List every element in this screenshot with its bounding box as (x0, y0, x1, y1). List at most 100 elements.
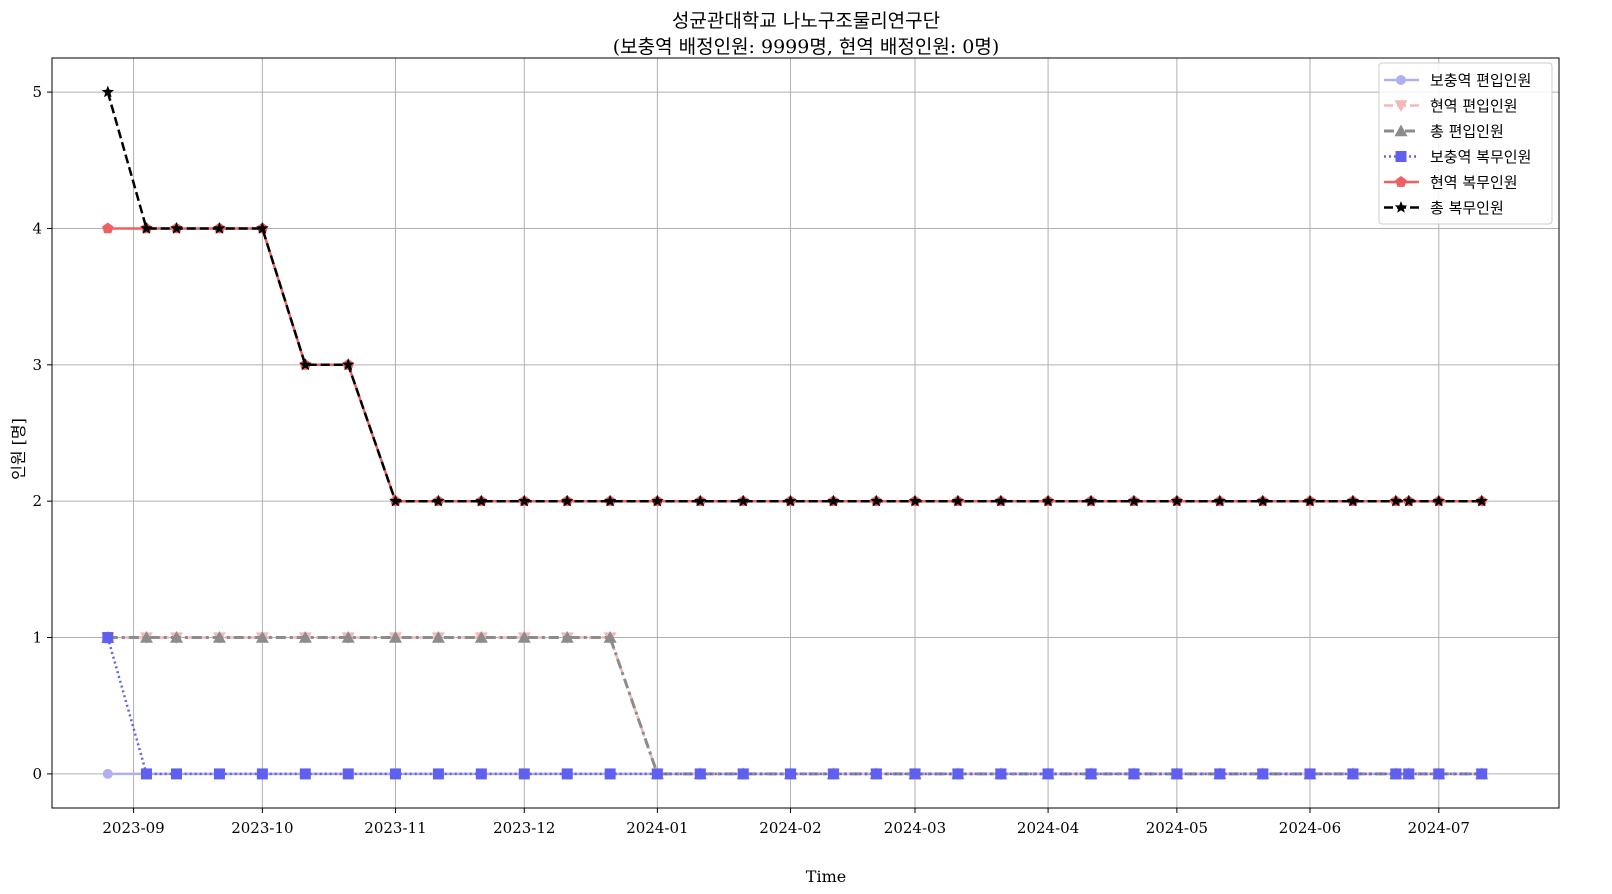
data-point (170, 631, 184, 643)
data-point (604, 494, 617, 507)
chart-title: 성균관대학교 나노구조물리연구단 (672, 10, 940, 32)
legend-label: 총 복무인원 (1430, 199, 1504, 217)
legend-item: 보충역 복무인원 (1384, 148, 1531, 166)
data-point (1475, 494, 1488, 507)
data-point (389, 494, 402, 507)
data-point (951, 494, 965, 507)
data-point (298, 631, 312, 643)
legend-marker (1394, 201, 1408, 213)
x-tick-label: 2023-10 (231, 819, 293, 837)
data-point (784, 768, 796, 780)
data-point (1403, 768, 1415, 780)
data-point (213, 222, 226, 234)
data-point (432, 494, 445, 507)
legend-box (1378, 62, 1553, 225)
data-point (1304, 768, 1316, 780)
y-tick-label: 4 (32, 219, 42, 237)
data-point (171, 768, 183, 780)
data-point (560, 631, 574, 643)
data-point (431, 631, 445, 643)
data-point (1085, 768, 1097, 780)
y-tick-label: 2 (32, 492, 42, 510)
legend-item: 현역 편입인원 (1384, 97, 1518, 115)
legend-marker (1394, 100, 1408, 112)
data-point (1433, 768, 1445, 780)
series-layer (101, 85, 1489, 781)
legend-item: 보충역 편입인원 (1384, 72, 1531, 90)
data-point (342, 358, 355, 371)
series-4 (102, 632, 1488, 780)
x-tick-label: 2023-11 (364, 819, 426, 837)
x-tick-label: 2024-04 (1017, 819, 1079, 837)
data-point (102, 632, 114, 644)
data-point (1170, 494, 1184, 507)
data-point (827, 494, 840, 507)
x-tick-label: 2023-09 (102, 819, 164, 837)
data-point (139, 631, 153, 643)
data-point (475, 768, 487, 780)
series-line (107, 636, 1482, 776)
legend-label: 보충역 복무인원 (1430, 148, 1531, 166)
legend-item: 현역 복무인원 (1384, 174, 1518, 192)
data-point (603, 631, 617, 643)
x-tick-label: 2023-12 (493, 819, 555, 837)
data-point (299, 768, 311, 780)
data-point (1346, 494, 1360, 507)
data-point (1389, 494, 1402, 507)
axis-ticks: 2023-09 2023-10 2023-11 2023-12 2024-01 2024-… (32, 83, 1470, 837)
data-point (102, 768, 113, 779)
data-point (140, 768, 152, 780)
data-point (212, 631, 226, 643)
data-point (870, 494, 883, 507)
x-tick-label: 2024-05 (1146, 819, 1208, 837)
data-point (561, 494, 574, 507)
data-point (1128, 768, 1140, 780)
data-point (1041, 494, 1055, 507)
data-point (994, 494, 1007, 507)
legend-marker (1396, 75, 1406, 85)
data-point (101, 85, 114, 98)
data-point (1476, 768, 1488, 780)
data-point (1171, 768, 1183, 780)
x-tick-label: 2024-03 (884, 819, 946, 837)
data-point (389, 768, 401, 780)
data-point (1084, 494, 1098, 507)
legend-marker (1395, 151, 1407, 162)
plot-frame (51, 57, 1560, 809)
data-point (827, 768, 839, 780)
series-line (106, 637, 1482, 776)
data-point (952, 768, 964, 780)
data-point (604, 768, 616, 780)
data-point (737, 768, 749, 780)
y-tick-label: 0 (32, 765, 42, 783)
data-point (1214, 768, 1226, 780)
data-point (170, 222, 183, 234)
legend-item: 총 복무인원 (1384, 199, 1504, 217)
series-line (106, 91, 1482, 503)
data-point (1432, 494, 1445, 507)
data-point (388, 631, 402, 643)
grid (52, 58, 1559, 808)
data-point (870, 768, 882, 780)
data-point (909, 768, 921, 780)
chart-subtitle: (보충역 배정인원: 9999명, 현역 배정인원: 0명) (613, 36, 1000, 58)
y-axis-label: 인원 [명] (9, 418, 28, 480)
x-tick-label: 2024-06 (1279, 819, 1341, 837)
data-point (518, 768, 530, 780)
data-point (102, 222, 114, 234)
data-point (1303, 494, 1317, 507)
legend-marker (1395, 176, 1407, 187)
data-point (299, 358, 312, 371)
data-point (474, 631, 488, 643)
data-point (1127, 494, 1141, 507)
data-point (1347, 768, 1359, 780)
data-point (256, 768, 268, 780)
y-tick-label: 5 (32, 83, 42, 101)
series-6 (101, 85, 1488, 507)
data-point (1042, 768, 1054, 780)
data-point (342, 768, 354, 780)
data-point (517, 631, 531, 643)
